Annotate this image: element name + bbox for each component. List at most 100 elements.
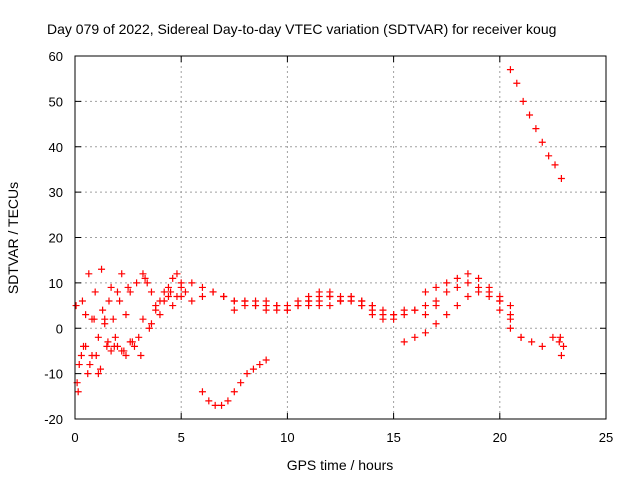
data-point <box>86 361 94 369</box>
data-point <box>241 302 249 310</box>
data-point <box>160 288 168 296</box>
data-point <box>152 306 160 314</box>
y-tick-label: 50 <box>49 94 63 109</box>
data-point <box>506 324 514 332</box>
data-point <box>156 311 164 319</box>
data-point <box>379 306 387 314</box>
series-arc-early-noise-3 <box>74 270 134 396</box>
data-point <box>347 292 355 300</box>
data-point <box>188 279 196 287</box>
data-point <box>118 270 126 278</box>
data-point <box>538 138 546 146</box>
data-point <box>113 342 121 350</box>
data-point <box>252 302 260 310</box>
data-point <box>243 370 251 378</box>
x-tick-label: 20 <box>493 430 507 445</box>
y-tick-label: 10 <box>49 276 63 291</box>
y-tick-label: 30 <box>49 185 63 200</box>
data-point <box>107 347 115 355</box>
data-point <box>74 388 82 396</box>
data-point <box>137 351 145 359</box>
series-arc-mid-band-2 <box>188 279 398 319</box>
data-point <box>164 283 172 291</box>
data-point <box>113 288 121 296</box>
data-point <box>205 397 213 405</box>
data-point <box>390 315 398 323</box>
y-tick-label: -20 <box>44 412 63 427</box>
data-point <box>464 292 472 300</box>
data-point <box>173 270 181 278</box>
data-point <box>513 79 521 87</box>
data-point <box>135 333 143 341</box>
data-point <box>337 292 344 300</box>
data-point <box>506 315 514 323</box>
data-point <box>453 274 461 282</box>
data-point <box>464 270 472 278</box>
data-point <box>305 302 313 310</box>
data-point <box>105 297 113 305</box>
data-point <box>555 338 563 346</box>
data-point <box>130 342 138 350</box>
data-point <box>545 152 553 160</box>
data-point <box>496 306 504 314</box>
series-arc-late-tail <box>496 306 568 350</box>
data-point <box>78 297 86 305</box>
data-point <box>101 320 109 328</box>
data-point <box>147 288 155 296</box>
x-tick-label: 0 <box>71 430 78 445</box>
data-point <box>177 283 185 291</box>
data-point <box>181 288 189 296</box>
data-point <box>557 175 565 183</box>
series-arc-mid-band-3 <box>230 297 429 323</box>
y-tick-label: 40 <box>49 140 63 155</box>
data-point <box>198 283 206 291</box>
data-point <box>99 306 107 314</box>
data-point <box>443 311 451 319</box>
data-point <box>528 338 536 346</box>
data-point <box>315 302 323 310</box>
data-point <box>262 306 270 314</box>
data-point <box>126 338 134 346</box>
series-arc-mid-band-1 <box>167 288 376 310</box>
data-point <box>85 270 93 278</box>
data-point <box>169 302 177 310</box>
data-point <box>198 388 206 396</box>
data-point <box>400 338 408 346</box>
data-point <box>273 306 281 314</box>
data-point <box>139 315 147 323</box>
data-point <box>84 370 92 378</box>
data-point <box>400 311 408 319</box>
data-point <box>464 279 472 287</box>
data-point <box>198 292 206 300</box>
data-point <box>79 342 87 350</box>
data-point <box>94 370 102 378</box>
data-point <box>453 302 461 310</box>
data-point <box>107 283 115 291</box>
data-point <box>104 338 112 346</box>
data-point <box>145 324 153 332</box>
data-point <box>443 279 451 287</box>
data-point <box>443 288 451 296</box>
x-axis-label: GPS time / hours <box>287 457 394 473</box>
data-point <box>421 311 429 319</box>
series-arc-ramp-1 <box>139 270 185 319</box>
data-point <box>82 311 90 319</box>
data-point <box>421 288 429 296</box>
chart-title: Day 079 of 2022, Sidereal Day-to-day VTE… <box>47 21 556 37</box>
data-point <box>143 279 151 287</box>
y-tick-label: -10 <box>44 367 63 382</box>
data-point <box>368 302 376 310</box>
data-point <box>218 401 226 409</box>
data-point <box>256 361 264 369</box>
data-point <box>368 311 376 319</box>
data-point <box>147 320 155 328</box>
data-point <box>411 306 419 314</box>
data-point <box>551 161 559 169</box>
data-point <box>294 302 302 310</box>
series-arc-end-points <box>555 333 565 359</box>
data-point <box>75 361 83 369</box>
data-point <box>169 274 177 282</box>
data-point <box>421 302 429 310</box>
data-point <box>111 333 119 341</box>
data-point <box>98 265 106 273</box>
